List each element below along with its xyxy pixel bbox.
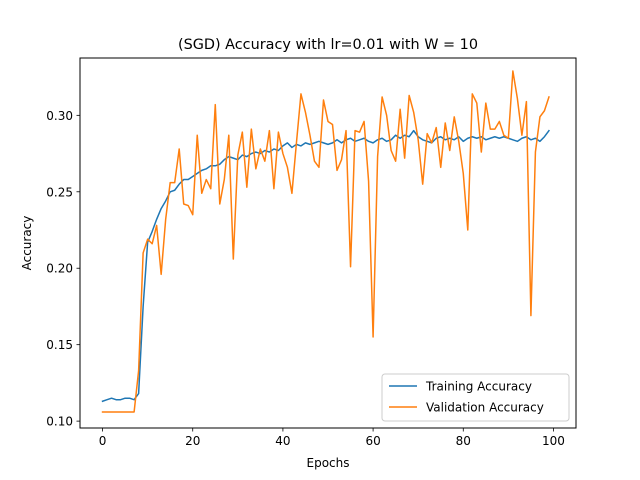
y-tick-label: 0.25 <box>46 185 73 199</box>
y-axis-label: Accuracy <box>20 216 34 271</box>
x-tick-label: 40 <box>275 434 290 448</box>
x-tick-label: 60 <box>365 434 380 448</box>
chart-title: (SGD) Accuracy with lr=0.01 with W = 10 <box>178 37 478 53</box>
legend-label-validation: Validation Accuracy <box>426 401 544 415</box>
series-line-training <box>101 129 550 403</box>
x-axis-label: Epochs <box>307 456 350 470</box>
y-tick-label: 0.20 <box>46 262 73 276</box>
x-tick-label: 20 <box>185 434 200 448</box>
legend-box <box>381 373 570 422</box>
x-tick-label: 0 <box>99 434 107 448</box>
axes-frame <box>79 57 577 429</box>
legend-label-training: Training Accuracy <box>425 380 532 394</box>
y-tick-label: 0.30 <box>46 109 73 123</box>
plot-area <box>101 70 550 413</box>
y-axis-ticks: 0.10 0.15 0.20 0.25 0.30 <box>46 109 80 429</box>
legend: Training Accuracy Validation Accuracy <box>381 373 570 422</box>
x-axis-ticks: 0 20 40 60 80 100 <box>99 428 565 448</box>
series-line-validation <box>101 70 550 413</box>
x-tick-label: 80 <box>456 434 471 448</box>
y-tick-label: 0.15 <box>46 338 73 352</box>
y-tick-label: 0.10 <box>46 415 73 429</box>
x-tick-label: 100 <box>542 434 565 448</box>
